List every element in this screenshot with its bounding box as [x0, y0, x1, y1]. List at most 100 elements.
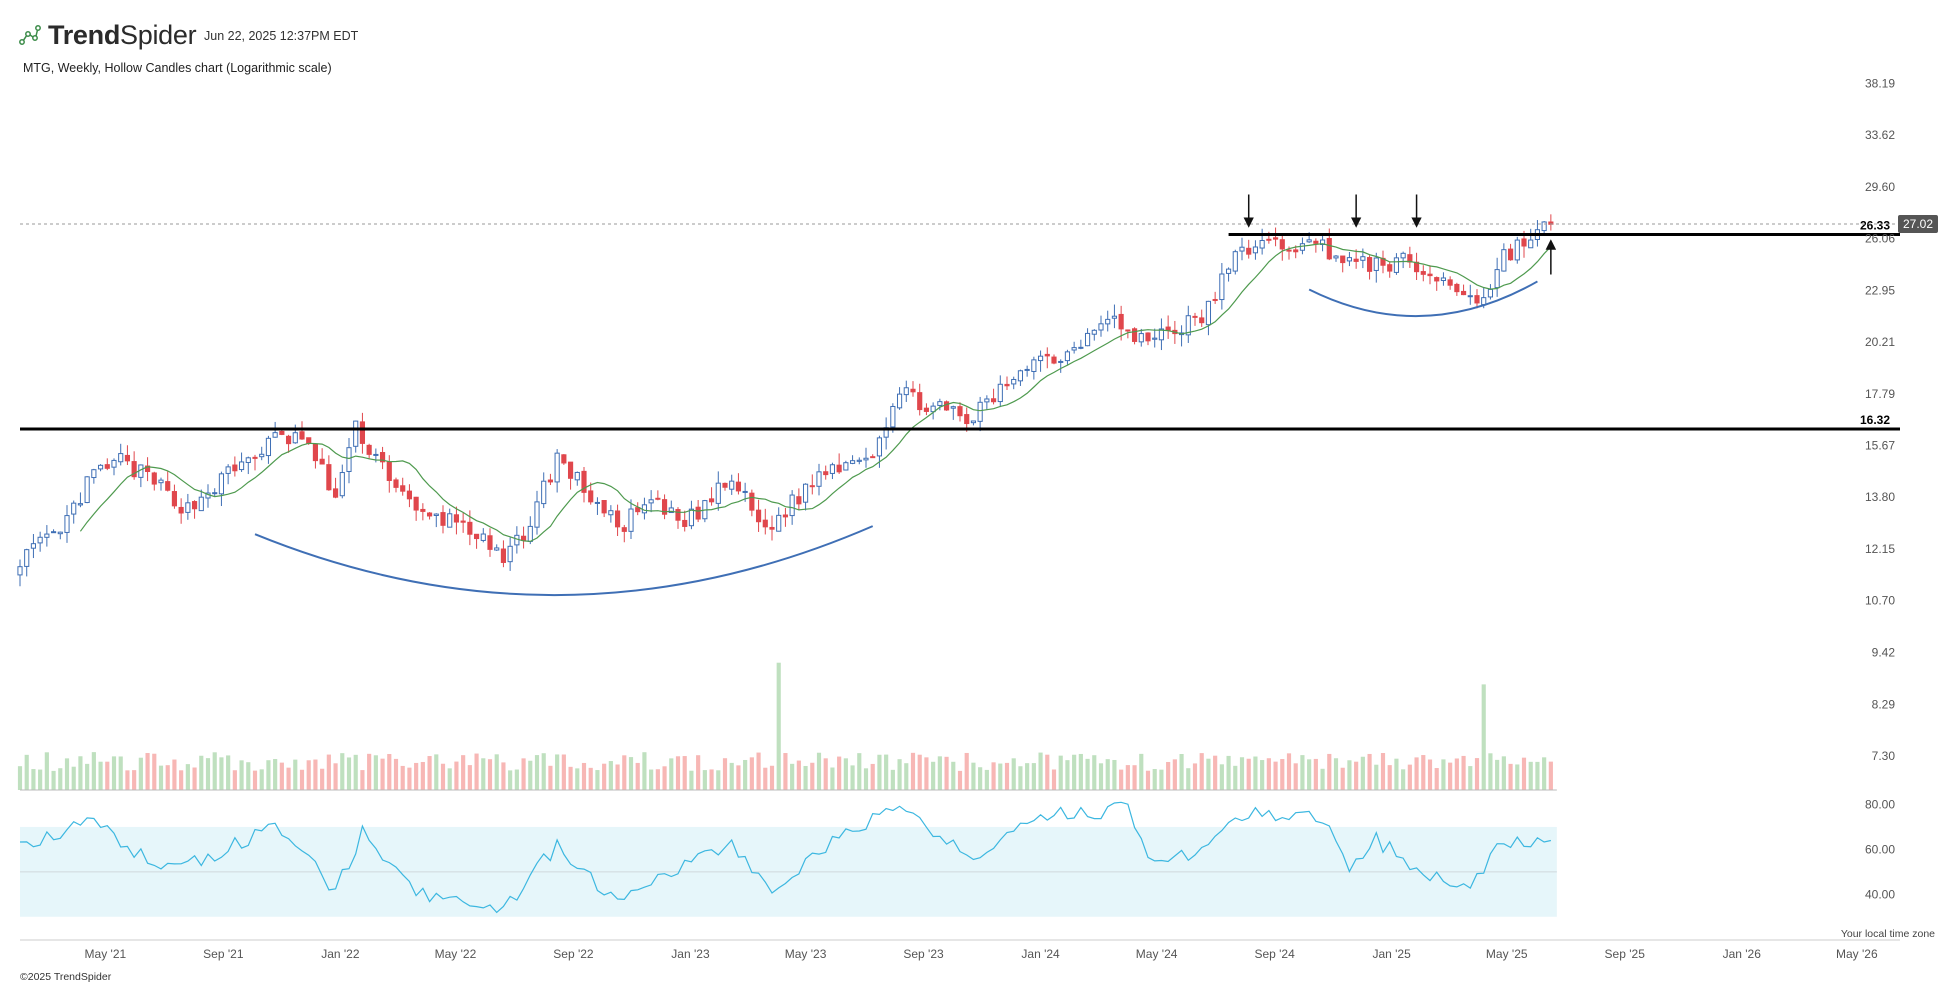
volume-bar — [937, 756, 942, 790]
volume-bar — [293, 759, 298, 790]
volume-bar — [931, 761, 936, 790]
price-tick-label: 38.19 — [1865, 76, 1895, 90]
volume-bar — [924, 757, 929, 790]
volume-bar — [910, 752, 916, 790]
volume-bar — [581, 762, 587, 790]
candle-body — [386, 461, 392, 481]
volume-bar — [1320, 768, 1325, 790]
volume-bar — [91, 752, 96, 790]
candle-body — [1299, 243, 1306, 251]
volume-bar — [353, 754, 358, 790]
volume-bar — [682, 756, 687, 790]
volume-bar — [380, 758, 385, 790]
volume-bar — [971, 762, 976, 790]
candle-body — [708, 498, 715, 503]
candle-body — [1400, 252, 1406, 259]
volume-layer — [17, 662, 1557, 791]
volume-bar — [588, 767, 593, 790]
volume-bar — [360, 770, 365, 790]
candle-body — [1279, 239, 1285, 250]
volume-bar — [776, 662, 781, 790]
candle-body — [413, 496, 419, 511]
candle-body — [467, 521, 473, 535]
candle-body — [453, 514, 460, 523]
volume-bar — [98, 761, 103, 790]
chart-title: MTG, Weekly, Hollow Candles chart (Logar… — [23, 61, 332, 75]
volume-bar — [1434, 768, 1439, 790]
candle-body — [534, 501, 540, 528]
volume-bar — [1448, 762, 1453, 790]
volume-bar — [1488, 753, 1493, 790]
candle-body — [17, 566, 23, 576]
candle-body — [1427, 273, 1433, 277]
candle-body — [1199, 317, 1205, 324]
volume-bar — [951, 761, 956, 790]
candle-body — [359, 421, 366, 444]
volume-bar — [273, 759, 278, 790]
volume-bar — [602, 763, 607, 790]
candle-body — [279, 430, 285, 435]
volume-bar — [984, 769, 989, 790]
candle-body — [426, 512, 433, 517]
candle-body — [1434, 277, 1440, 282]
candle-body — [574, 471, 580, 481]
volume-bar — [655, 769, 660, 790]
candle-body — [809, 485, 815, 488]
candle-body — [507, 545, 513, 563]
volume-bar — [1085, 758, 1090, 790]
x-tick-label: Sep '23 — [903, 947, 944, 961]
candle-body — [1225, 268, 1232, 274]
volume-bar — [608, 761, 613, 790]
price-tick-label: 26.06 — [1865, 232, 1895, 246]
volume-bar — [978, 767, 983, 790]
candle-body — [628, 508, 634, 532]
candle-body — [232, 464, 238, 472]
volume-bar — [991, 762, 996, 790]
volume-bar — [387, 753, 392, 790]
candle-body — [776, 514, 782, 532]
volume-bar — [1031, 763, 1036, 790]
volume-bar — [152, 753, 157, 790]
candle-body — [1252, 246, 1259, 254]
candle-body — [225, 466, 231, 474]
volume-bar — [219, 757, 224, 790]
volume-bar — [1394, 758, 1399, 790]
x-tick-label: Sep '22 — [553, 947, 594, 961]
candle-body — [1192, 315, 1198, 318]
volume-bar — [1542, 757, 1547, 790]
volume-bar — [628, 757, 634, 790]
volume-bar — [1145, 770, 1151, 790]
candle-body — [641, 504, 648, 514]
volume-bar — [675, 756, 681, 790]
candle-body — [581, 470, 587, 493]
candle-body — [326, 464, 332, 491]
volume-bar — [1199, 753, 1204, 790]
x-tick-label: Jan '22 — [321, 947, 360, 961]
volume-bar — [763, 767, 768, 790]
candle-body — [191, 501, 198, 510]
volume-bar — [246, 762, 251, 790]
volume-bar — [1333, 758, 1339, 790]
candle-body — [473, 533, 480, 540]
volume-bar — [393, 758, 399, 790]
volume-bar — [340, 753, 345, 790]
x-tick-label: Jan '25 — [1372, 947, 1411, 961]
candle-body — [567, 461, 574, 479]
candle-body — [406, 490, 413, 500]
candle-body — [1494, 269, 1500, 289]
volume-bar — [1327, 753, 1332, 790]
candle-body — [635, 507, 641, 513]
candle-body — [265, 437, 272, 457]
candle-body — [158, 479, 164, 484]
candle-body — [104, 464, 110, 469]
candle-body — [863, 457, 869, 461]
volume-bar — [1045, 754, 1050, 790]
candle-body — [829, 464, 836, 474]
candle-body — [762, 519, 768, 528]
volume-bar — [1481, 684, 1486, 790]
candle-body — [910, 388, 916, 393]
volume-bar — [837, 756, 842, 790]
volume-bar — [615, 764, 620, 790]
candle-body — [789, 494, 795, 517]
